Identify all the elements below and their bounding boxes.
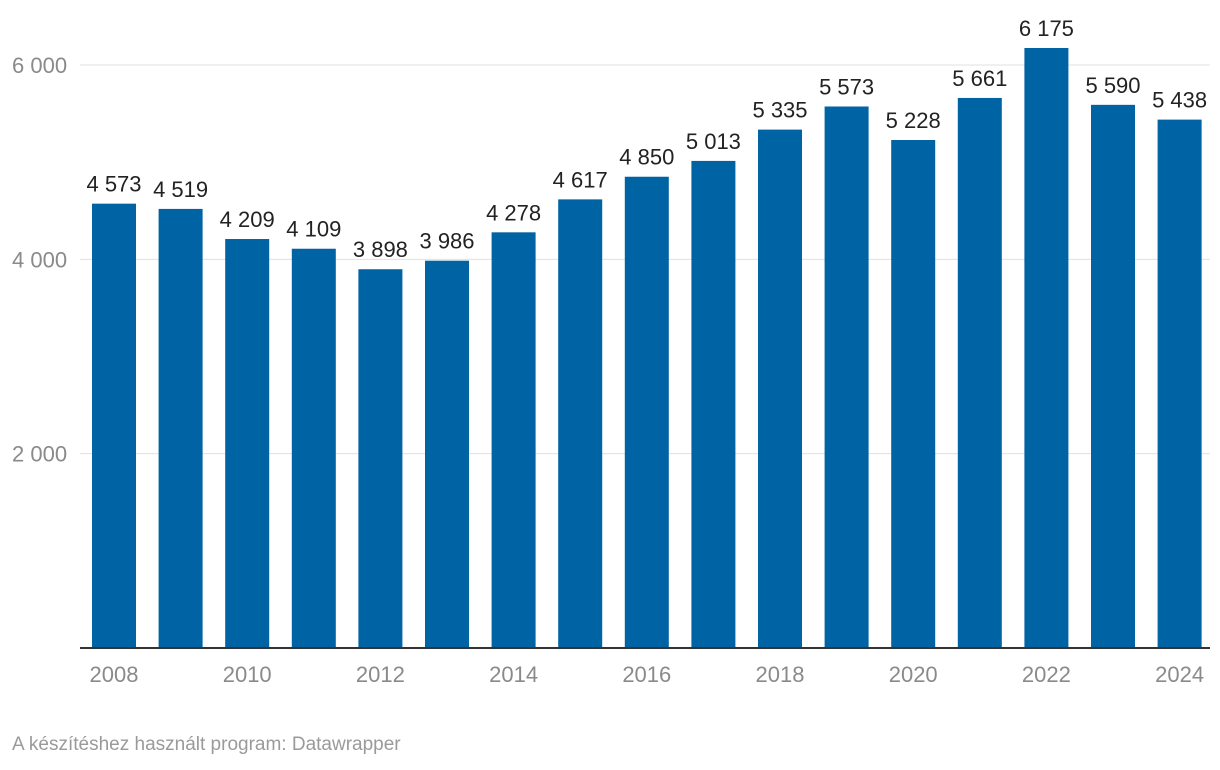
x-tick-label-2018: 2018 bbox=[756, 662, 805, 687]
bar-2011 bbox=[291, 248, 336, 648]
bar-value-label-2019: 5 573 bbox=[819, 74, 874, 99]
bar-2013 bbox=[425, 260, 469, 648]
bar-2024 bbox=[1157, 119, 1202, 648]
bar-2022 bbox=[1024, 47, 1069, 648]
bar-value-label-2015: 4 617 bbox=[553, 167, 608, 192]
bar-value-label-2023: 5 590 bbox=[1085, 73, 1140, 98]
bar-2014 bbox=[491, 232, 536, 649]
bar-value-label-2016: 4 850 bbox=[619, 145, 674, 170]
bar-value-label-2011: 4 109 bbox=[286, 217, 341, 242]
y-tick-label-2000: 2 000 bbox=[12, 442, 67, 467]
bar-2017 bbox=[691, 160, 736, 648]
x-tick-label-2012: 2012 bbox=[356, 662, 405, 687]
bar-value-label-2012: 3 898 bbox=[353, 237, 408, 262]
bar-value-label-2010: 4 209 bbox=[220, 207, 275, 232]
bar-chart: 2 000 4 000 6 000 4 573 4 519 4 209 4 109 3 89… bbox=[12, 16, 1210, 687]
x-tick-label-2016: 2016 bbox=[622, 662, 671, 687]
x-tick-label-2022: 2022 bbox=[1022, 662, 1071, 687]
x-axis-ticks: 2008 2010 2012 2014 2016 2018 2020 2022 2024 bbox=[90, 662, 1205, 687]
bar-value-label-2009: 4 519 bbox=[153, 177, 208, 202]
bar-value-label-2021: 5 661 bbox=[952, 66, 1007, 91]
bar-value-labels: 4 573 4 519 4 209 4 109 3 898 3 986 4 278 4 617… bbox=[86, 16, 1207, 262]
bar-value-label-2017: 5 013 bbox=[686, 129, 741, 154]
bar-value-label-2014: 4 278 bbox=[486, 200, 541, 225]
bar-2021 bbox=[957, 97, 1002, 648]
y-tick-label-6000: 6 000 bbox=[12, 53, 67, 78]
bar-value-label-2020: 5 228 bbox=[886, 108, 941, 133]
bar-value-label-2022: 6 175 bbox=[1019, 16, 1074, 41]
bar-2020 bbox=[891, 140, 936, 648]
bars bbox=[92, 47, 1202, 649]
bar-2008 bbox=[92, 203, 136, 648]
x-tick-label-2008: 2008 bbox=[90, 662, 139, 687]
x-tick-label-2014: 2014 bbox=[489, 662, 538, 687]
bar-2019 bbox=[824, 106, 869, 648]
bar-value-label-2024: 5 438 bbox=[1152, 88, 1207, 113]
x-tick-label-2024: 2024 bbox=[1155, 662, 1204, 687]
bar-2009 bbox=[158, 208, 203, 648]
bar-2010 bbox=[225, 239, 270, 648]
x-tick-label-2020: 2020 bbox=[889, 662, 938, 687]
bar-2023 bbox=[1091, 104, 1135, 649]
x-tick-label-2010: 2010 bbox=[223, 662, 272, 687]
bar-value-label-2008: 4 573 bbox=[86, 172, 141, 197]
y-tick-label-4000: 4 000 bbox=[12, 247, 67, 272]
bar-2015 bbox=[558, 199, 603, 648]
bar-2016 bbox=[624, 176, 669, 648]
bar-2012 bbox=[358, 269, 403, 648]
bar-2018 bbox=[758, 129, 802, 648]
bar-value-label-2013: 3 986 bbox=[419, 229, 474, 254]
footer-credit: A készítéshez használt program: Datawrap… bbox=[12, 734, 401, 755]
bar-value-label-2018: 5 335 bbox=[752, 98, 807, 123]
